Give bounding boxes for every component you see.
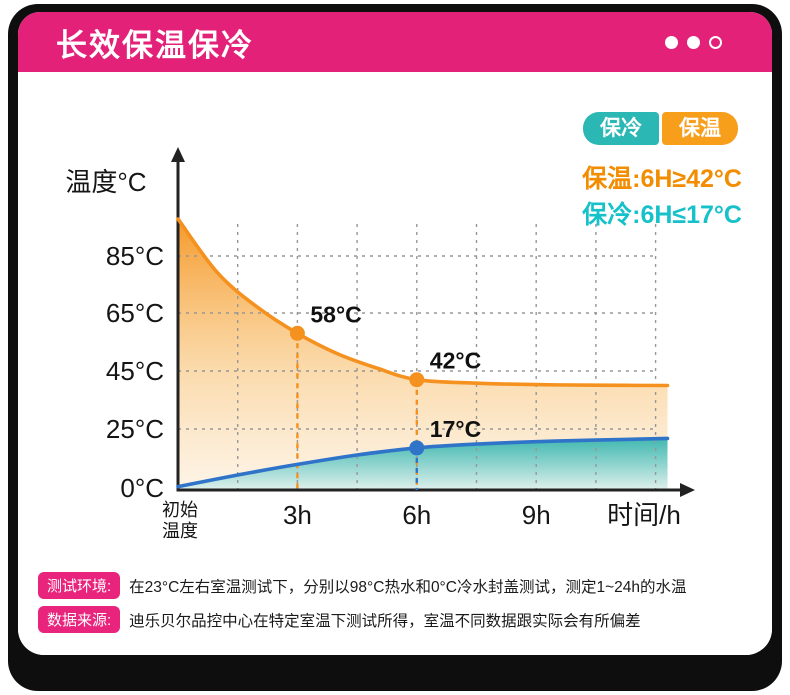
note-data-source-text: 迪乐贝尔品控中心在特定室温下测试所得，室温不同数据跟实际会有所偏差: [129, 612, 641, 630]
data-point-label: 58°C: [310, 301, 361, 327]
header: 长效保温保冷: [18, 12, 772, 72]
x-axis-title: 时间/h: [607, 500, 681, 530]
cold-series-area: [178, 438, 668, 490]
y-axis-title: 温度°C: [65, 167, 146, 197]
data-point-dot: [409, 372, 425, 388]
chart-section: 58°C 42°C 17°C 85°C 65°C 45°C 25°C 0°C 初始温度 3h 6h 9…: [18, 72, 772, 655]
pagination-dot-filled-icon: [687, 35, 700, 49]
y-tick-label: 45°C: [106, 356, 164, 386]
data-point-label: 42°C: [430, 348, 481, 374]
x-tick-label: 3h: [283, 500, 312, 530]
pagination-dot-filled-icon: [665, 35, 678, 49]
data-point-dot: [409, 440, 425, 456]
y-tick-label: 65°C: [106, 298, 164, 328]
data-point-dot: [289, 325, 305, 341]
hot-series-area: [178, 219, 668, 490]
x-tick-label: 初始温度: [162, 500, 198, 541]
legend-hot-badge: 保温: [662, 112, 738, 146]
chart-callouts: 保温:6H≥42°C 保冷:6H≤17°C: [582, 161, 742, 233]
panel-frame: 长效保温保冷: [8, 4, 782, 691]
y-tick-label: 25°C: [106, 414, 164, 444]
note-data-source: 数据来源: 迪乐贝尔品控中心在特定室温下测试所得，室温不同数据跟实际会有所偏差: [38, 606, 641, 633]
x-axis-arrow-icon: [680, 483, 695, 497]
x-tick-label: 6h: [402, 500, 431, 530]
y-tick-label: 0°C: [120, 473, 164, 503]
y-tick-label: 85°C: [106, 241, 164, 271]
pagination-dots: [665, 35, 722, 49]
page-title: 长效保温保冷: [56, 27, 254, 63]
x-tick-label: 9h: [522, 500, 551, 530]
pagination-dot-outline-icon: [709, 35, 722, 49]
note-test-environment-badge: 测试环境:: [38, 572, 121, 599]
hot-series-line: [176, 217, 670, 388]
note-test-environment-text: 在23°C左右室温测试下，分别以98°C热水和0°C冷水封盖测试，测定1~24h…: [129, 578, 687, 596]
y-axis-arrow-icon: [171, 147, 185, 162]
note-test-environment: 测试环境: 在23°C左右室温测试下，分别以98°C热水和0°C冷水封盖测试，测…: [38, 572, 687, 599]
callout-heat-retention: 保温:6H≥42°C: [582, 165, 742, 193]
data-point-label: 17°C: [430, 416, 481, 442]
panel-inner: 长效保温保冷: [18, 12, 772, 655]
chart-legend: 保冷 保温: [583, 112, 738, 146]
callout-cold-retention: 保冷:6H≤17°C: [582, 201, 742, 229]
legend-cold-badge: 保冷: [583, 112, 659, 146]
note-data-source-badge: 数据来源:: [38, 606, 121, 633]
